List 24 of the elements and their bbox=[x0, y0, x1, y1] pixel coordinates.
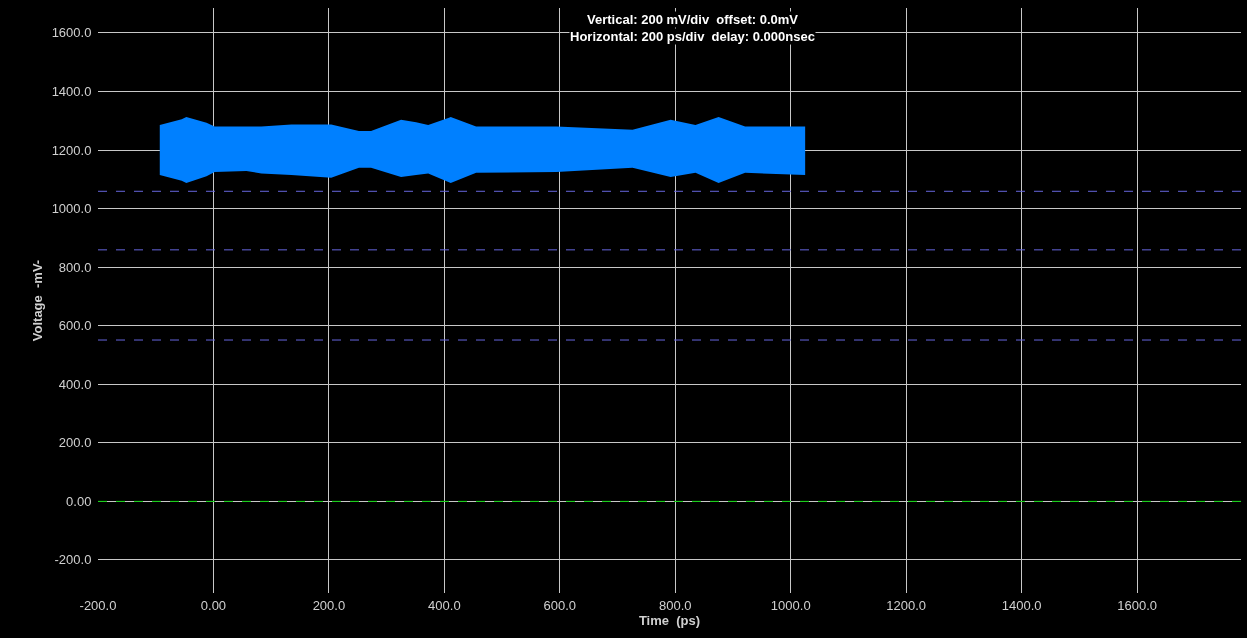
x-axis-title: Time (ps) bbox=[638, 612, 701, 628]
annotation: Horizontal: 200 ps/div delay: 0.000nsec bbox=[570, 29, 815, 44]
y-tick-label: 1400.0 bbox=[51, 84, 92, 99]
x-tick-label: 1600.0 bbox=[1117, 597, 1157, 613]
annotation: Vertical: 200 mV/div offset: 0.0mV bbox=[587, 12, 799, 27]
x-tick-label: 0.00 bbox=[200, 597, 227, 613]
x-tick-label: 600.0 bbox=[543, 597, 577, 613]
x-tick-label: 400.0 bbox=[428, 597, 461, 613]
y-tick-label: 800.0 bbox=[58, 259, 92, 275]
y-tick-label: 200.0 bbox=[58, 435, 92, 451]
y-tick-label: 1000.0 bbox=[51, 201, 92, 217]
x-tick-label: 200.0 bbox=[312, 597, 346, 613]
y-tick-label: 600.0 bbox=[58, 318, 92, 334]
y-tick-label: 1600.0 bbox=[51, 25, 92, 41]
y-tick-label: 1200.0 bbox=[51, 142, 92, 158]
y-tick-label: 400.0 bbox=[58, 376, 92, 392]
x-tick-label: -200.0 bbox=[79, 597, 117, 613]
x-tick-label: 800.0 bbox=[659, 597, 692, 613]
y-tick-label: 0.00 bbox=[66, 493, 92, 509]
x-tick-label: 1000.0 bbox=[770, 597, 811, 613]
x-tick-label: 1200.0 bbox=[886, 597, 927, 613]
x-tick-label: 1400.0 bbox=[1001, 597, 1042, 613]
y-axis-title: Voltage -mV- bbox=[29, 259, 45, 342]
y-tick-label: -200.0 bbox=[54, 552, 92, 568]
